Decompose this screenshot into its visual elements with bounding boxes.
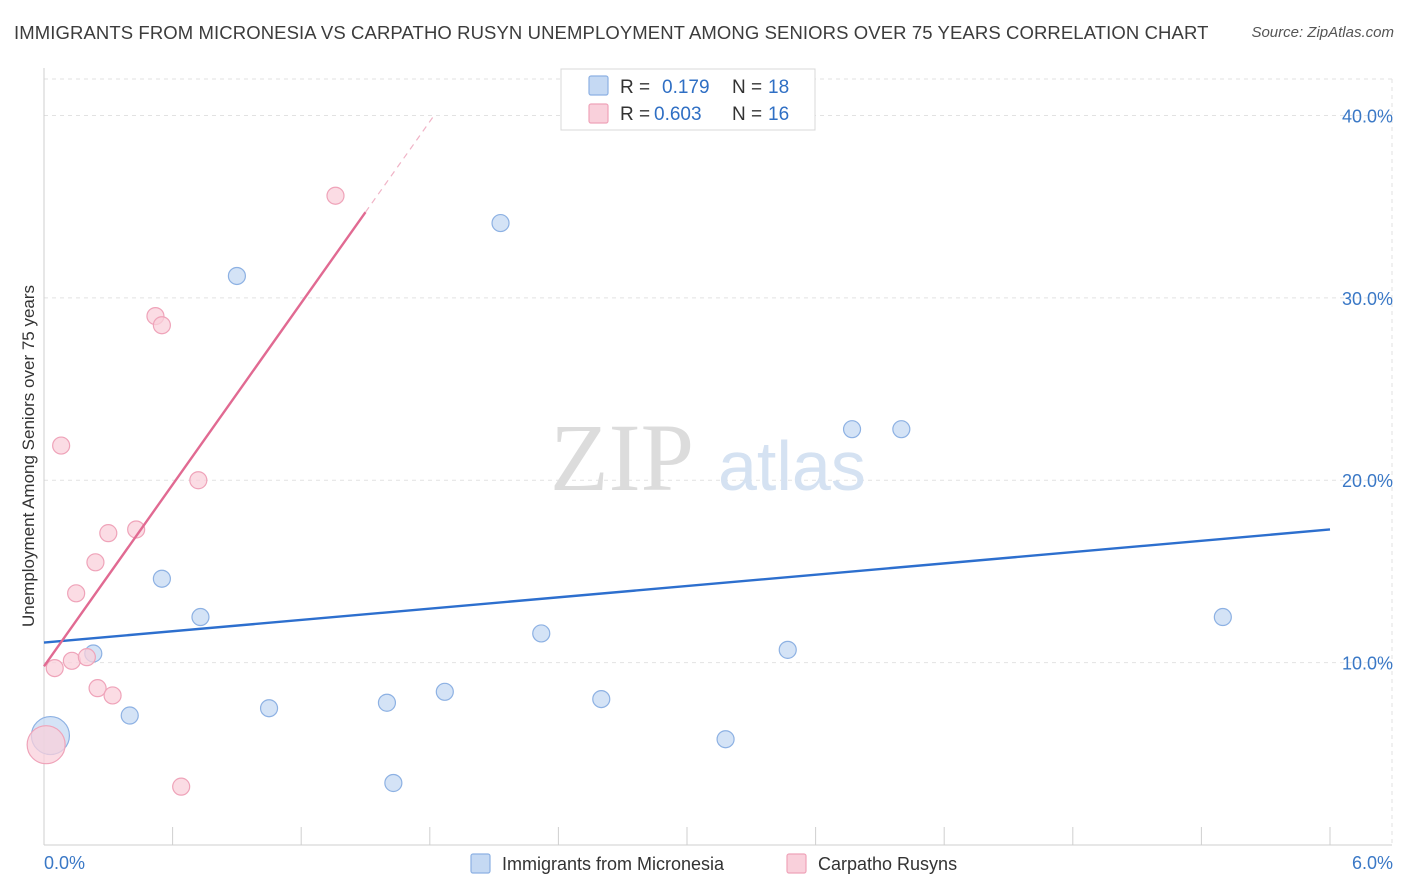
point-micronesia xyxy=(191,607,210,627)
bottom-legend-label-pink: Carpatho Rusyns xyxy=(818,854,957,874)
point-micronesia xyxy=(120,706,139,725)
trend-extension-carpatho-rusyn xyxy=(365,115,435,213)
point-carpatho-rusyn xyxy=(26,725,66,765)
y-tick-label: 20.0% xyxy=(1342,471,1393,491)
point-carpatho-rusyn xyxy=(152,316,171,335)
point-micronesia xyxy=(384,773,403,793)
legend-n-value-blue: 18 xyxy=(768,77,789,98)
x-tick-label-max: 6.0% xyxy=(1352,853,1393,873)
legend-n-value-pink: 16 xyxy=(768,104,789,125)
point-micronesia xyxy=(491,213,510,233)
point-carpatho-rusyn xyxy=(77,648,96,667)
scatter-points xyxy=(26,186,1232,796)
point-micronesia xyxy=(716,730,735,749)
point-micronesia xyxy=(532,624,551,643)
bottom-legend-label-blue: Immigrants from Micronesia xyxy=(502,854,725,874)
point-carpatho-rusyn xyxy=(172,777,191,796)
bottom-legend: Immigrants from Micronesia Carpatho Rusy… xyxy=(470,853,957,874)
y-tick-label: 30.0% xyxy=(1342,289,1393,309)
point-micronesia xyxy=(842,420,862,439)
legend-n-label-pink: N = xyxy=(732,104,762,125)
bottom-legend-swatch-pink xyxy=(786,853,807,874)
x-tick-label-min: 0.0% xyxy=(44,853,85,873)
bottom-legend-swatch-blue xyxy=(470,853,491,874)
point-carpatho-rusyn xyxy=(67,584,86,603)
trend-lines xyxy=(43,115,1331,667)
trend-line-carpatho-rusyn xyxy=(43,211,367,667)
point-micronesia xyxy=(152,569,171,588)
point-carpatho-rusyn xyxy=(88,679,107,698)
point-carpatho-rusyn xyxy=(99,524,118,543)
y-tick-label: 10.0% xyxy=(1342,654,1393,674)
legend-swatch-pink xyxy=(588,103,609,124)
watermark-zip: ZIP xyxy=(550,404,694,511)
axes: 10.0% 20.0% 30.0% 40.0% xyxy=(43,68,1393,846)
legend-r-value-blue: 0.179 xyxy=(662,77,710,98)
point-carpatho-rusyn xyxy=(45,658,64,678)
point-micronesia xyxy=(435,682,454,701)
legend-r-label-pink: R = xyxy=(620,104,650,125)
legend-r-label-blue: R = xyxy=(620,77,650,98)
chart-title: IMMIGRANTS FROM MICRONESIA VS CARPATHO R… xyxy=(14,22,1209,43)
point-carpatho-rusyn xyxy=(86,553,105,572)
point-carpatho-rusyn xyxy=(189,471,208,490)
legend-r-value-pink: 0.603 xyxy=(654,104,702,125)
watermark-atlas: atlas xyxy=(718,427,866,505)
point-carpatho-rusyn xyxy=(62,651,81,670)
point-micronesia xyxy=(592,689,611,709)
source-label: Source: ZipAtlas.com xyxy=(1251,24,1394,41)
legend: R = 0.179 N = 18 R = 0.603 N = 16 xyxy=(560,68,816,131)
point-micronesia xyxy=(1213,607,1232,627)
legend-n-label-blue: N = xyxy=(732,77,762,98)
point-micronesia xyxy=(227,266,246,286)
point-carpatho-rusyn xyxy=(103,686,122,705)
legend-swatch-blue xyxy=(588,75,609,96)
point-micronesia xyxy=(259,699,279,718)
watermark: ZIP atlas xyxy=(550,404,866,511)
point-carpatho-rusyn xyxy=(326,186,345,205)
point-micronesia xyxy=(778,640,797,659)
trend-line-micronesia xyxy=(43,528,1331,644)
point-micronesia xyxy=(377,693,397,712)
point-micronesia xyxy=(892,420,911,439)
y-axis-title: Unemployment Among Seniors over 75 years xyxy=(19,285,38,627)
y-tick-label: 40.0% xyxy=(1342,106,1393,126)
point-carpatho-rusyn xyxy=(52,436,71,455)
